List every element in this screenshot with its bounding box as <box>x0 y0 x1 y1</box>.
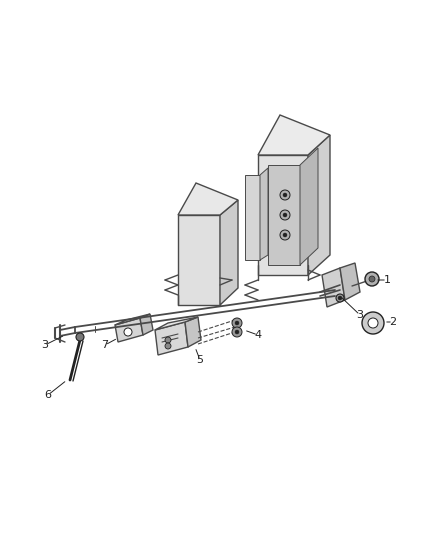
Circle shape <box>283 193 287 197</box>
Polygon shape <box>115 314 150 325</box>
Circle shape <box>165 343 171 349</box>
Circle shape <box>338 296 342 300</box>
Circle shape <box>235 330 239 334</box>
Circle shape <box>280 230 290 240</box>
Text: 3: 3 <box>42 340 49 350</box>
Polygon shape <box>308 135 330 275</box>
Polygon shape <box>340 263 360 300</box>
Circle shape <box>280 210 290 220</box>
Polygon shape <box>258 155 308 275</box>
Circle shape <box>283 233 287 237</box>
Circle shape <box>165 337 171 343</box>
Text: 7: 7 <box>102 340 109 350</box>
Circle shape <box>232 318 242 328</box>
Text: 1: 1 <box>384 275 391 285</box>
Polygon shape <box>178 215 220 305</box>
Polygon shape <box>245 175 260 260</box>
Text: 2: 2 <box>389 317 396 327</box>
Polygon shape <box>220 200 238 305</box>
Polygon shape <box>115 318 143 342</box>
Text: 6: 6 <box>45 390 52 400</box>
Text: 3: 3 <box>357 310 364 320</box>
Polygon shape <box>260 168 268 260</box>
Polygon shape <box>155 322 188 355</box>
Polygon shape <box>258 115 330 155</box>
Polygon shape <box>300 148 318 265</box>
Polygon shape <box>268 165 300 265</box>
Circle shape <box>76 333 84 341</box>
Circle shape <box>362 312 384 334</box>
Polygon shape <box>185 317 201 347</box>
Circle shape <box>232 327 242 337</box>
Polygon shape <box>322 268 345 307</box>
Circle shape <box>369 276 375 282</box>
Polygon shape <box>155 317 198 330</box>
Circle shape <box>365 272 379 286</box>
Circle shape <box>336 294 344 302</box>
Circle shape <box>283 213 287 217</box>
Circle shape <box>280 190 290 200</box>
Text: 5: 5 <box>197 355 204 365</box>
Polygon shape <box>178 183 238 215</box>
Circle shape <box>124 328 132 336</box>
Polygon shape <box>140 314 153 335</box>
Circle shape <box>368 318 378 328</box>
Circle shape <box>235 321 239 325</box>
Text: 4: 4 <box>254 330 261 340</box>
